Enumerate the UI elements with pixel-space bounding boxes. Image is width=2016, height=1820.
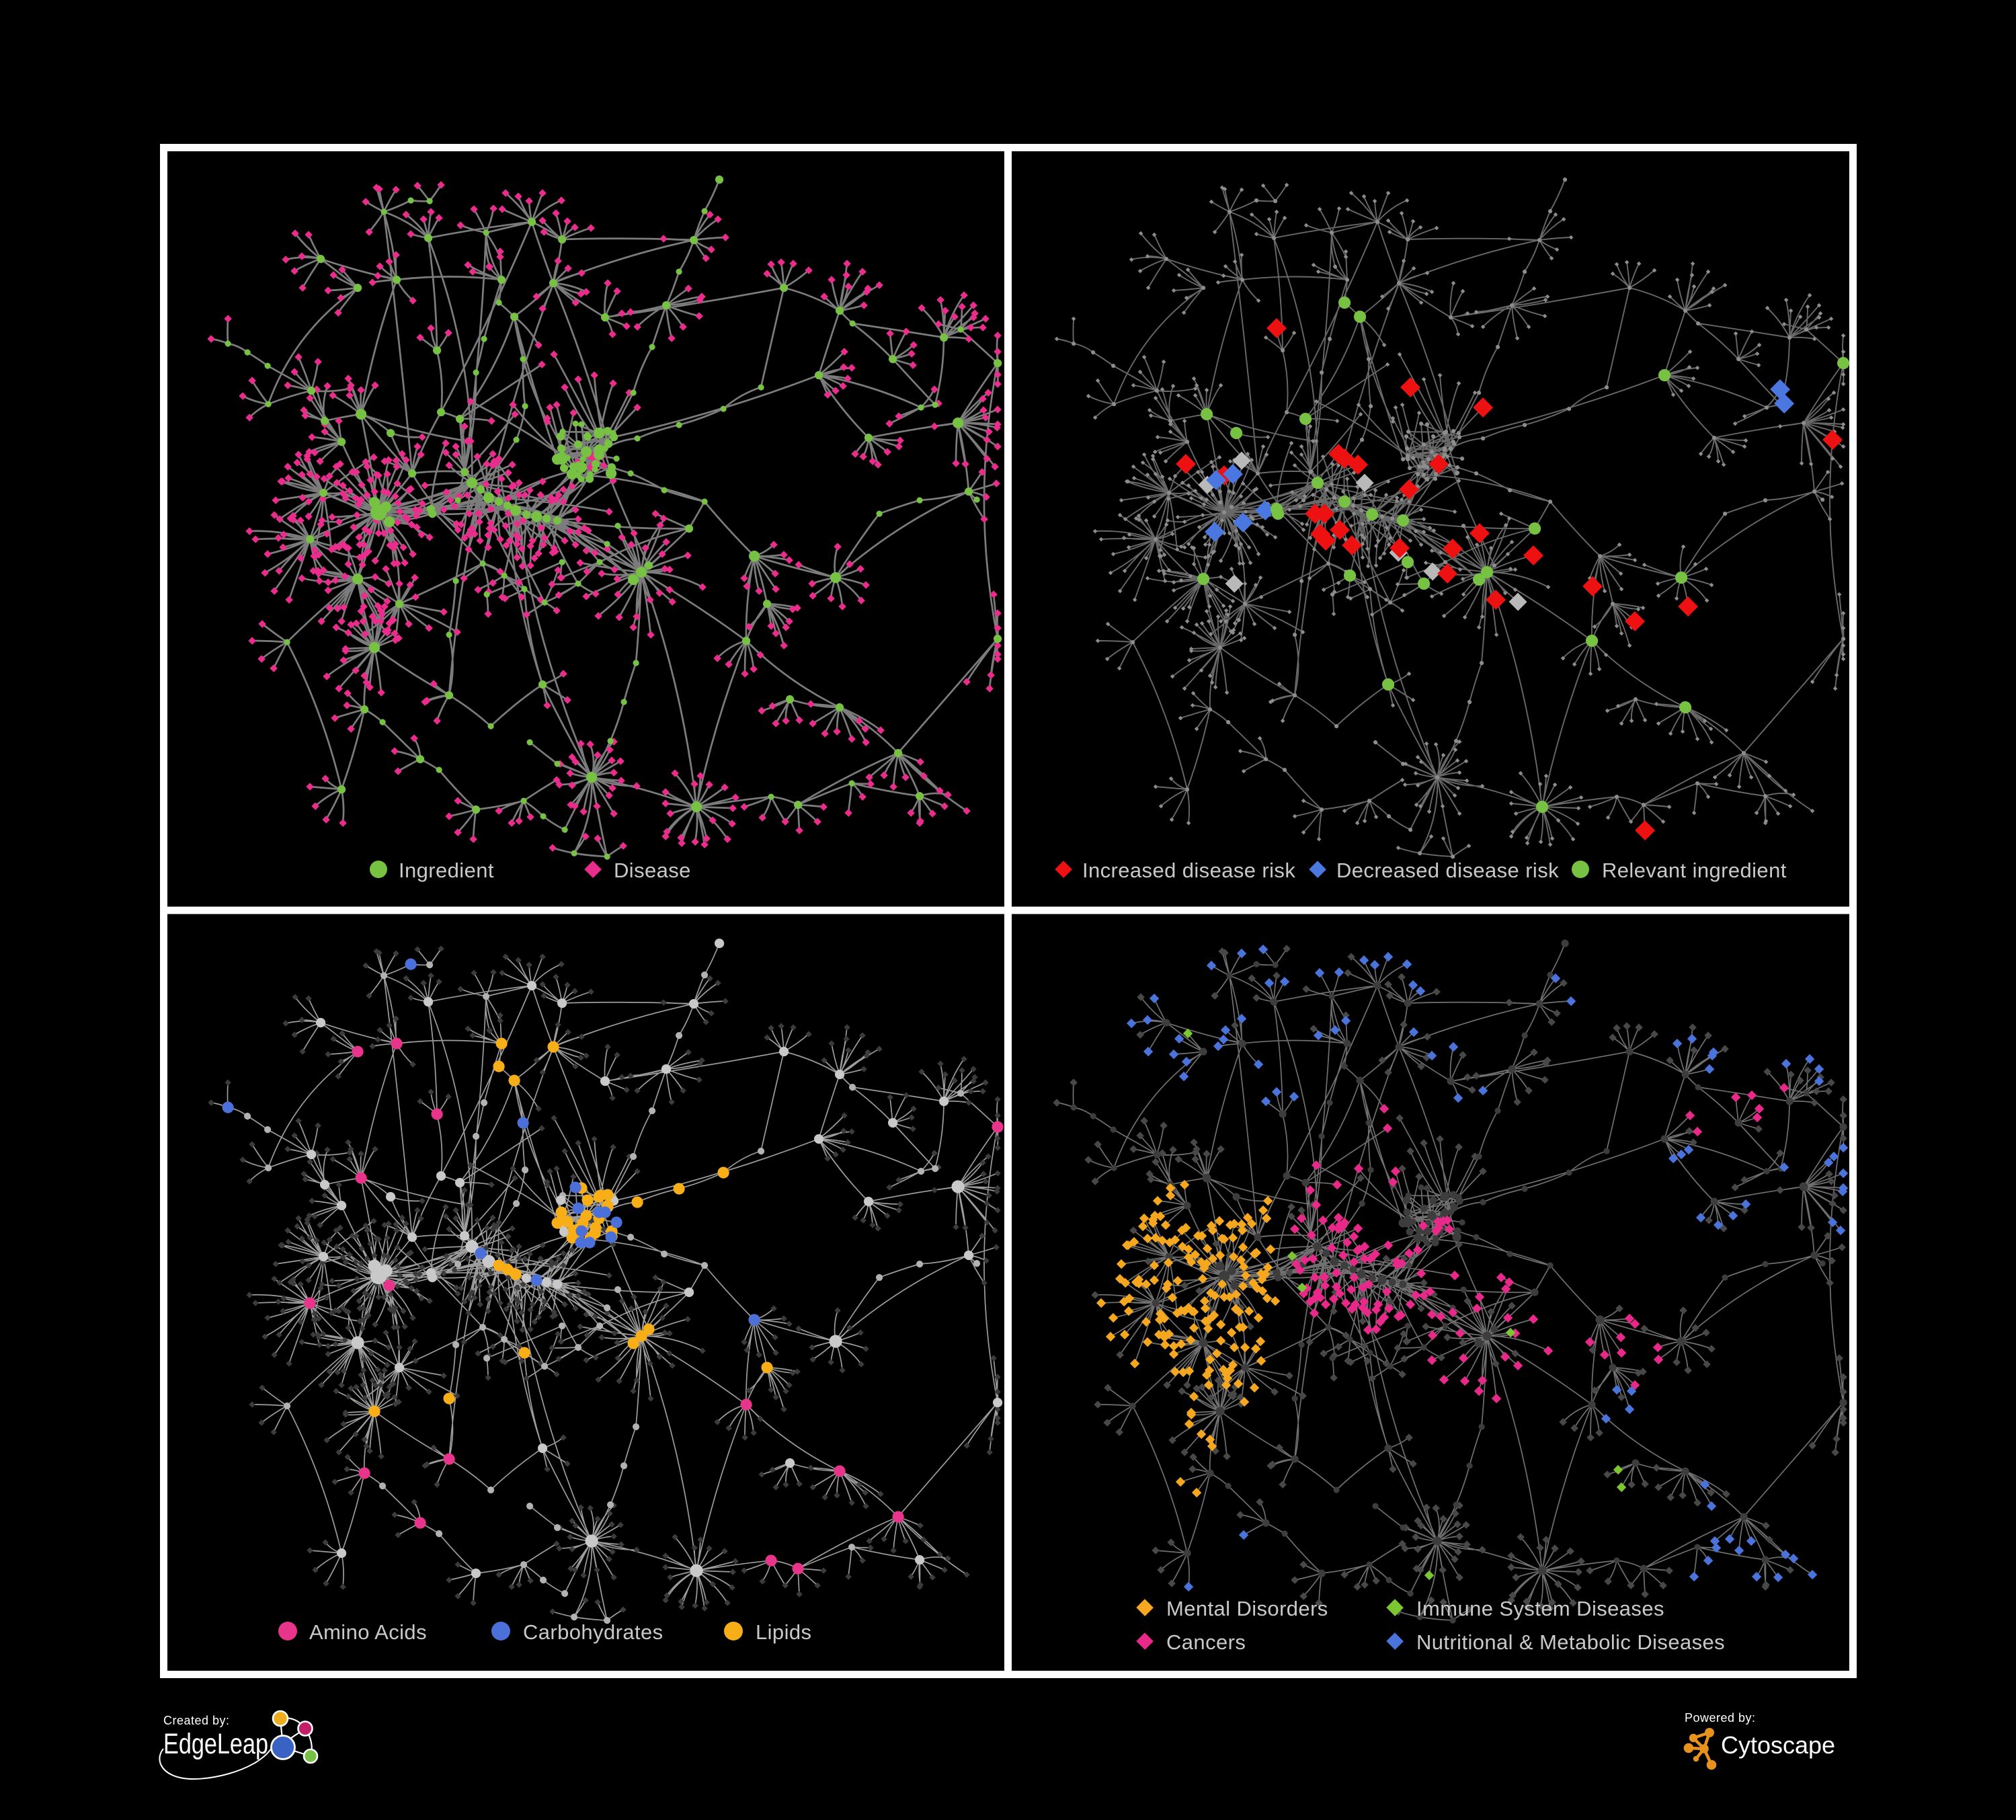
svg-text:Nutritional & Metabolic Diseas: Nutritional & Metabolic Diseases: [1416, 1630, 1725, 1654]
svg-text:Powered by:: Powered by:: [1685, 1711, 1756, 1725]
svg-text:Lipids: Lipids: [756, 1620, 811, 1644]
svg-text:Cytoscape: Cytoscape: [1721, 1731, 1835, 1759]
svg-text:Relevant ingredient: Relevant ingredient: [1602, 859, 1787, 882]
svg-text:Created by:: Created by:: [163, 1714, 230, 1727]
svg-text:Carbohydrates: Carbohydrates: [523, 1620, 663, 1644]
svg-text:Mental Disorders: Mental Disorders: [1166, 1597, 1328, 1620]
svg-text:Amino Acids: Amino Acids: [309, 1620, 427, 1644]
svg-text:Increased disease risk: Increased disease risk: [1082, 859, 1295, 882]
svg-text:Ingredient: Ingredient: [399, 859, 494, 882]
svg-text:EdgeLeap: EdgeLeap: [163, 1728, 268, 1760]
svg-text:Immune System Diseases: Immune System Diseases: [1416, 1597, 1664, 1620]
svg-text:Cancers: Cancers: [1166, 1630, 1246, 1654]
svg-text:Disease: Disease: [614, 859, 691, 882]
svg-text:Decreased disease risk: Decreased disease risk: [1336, 859, 1559, 882]
